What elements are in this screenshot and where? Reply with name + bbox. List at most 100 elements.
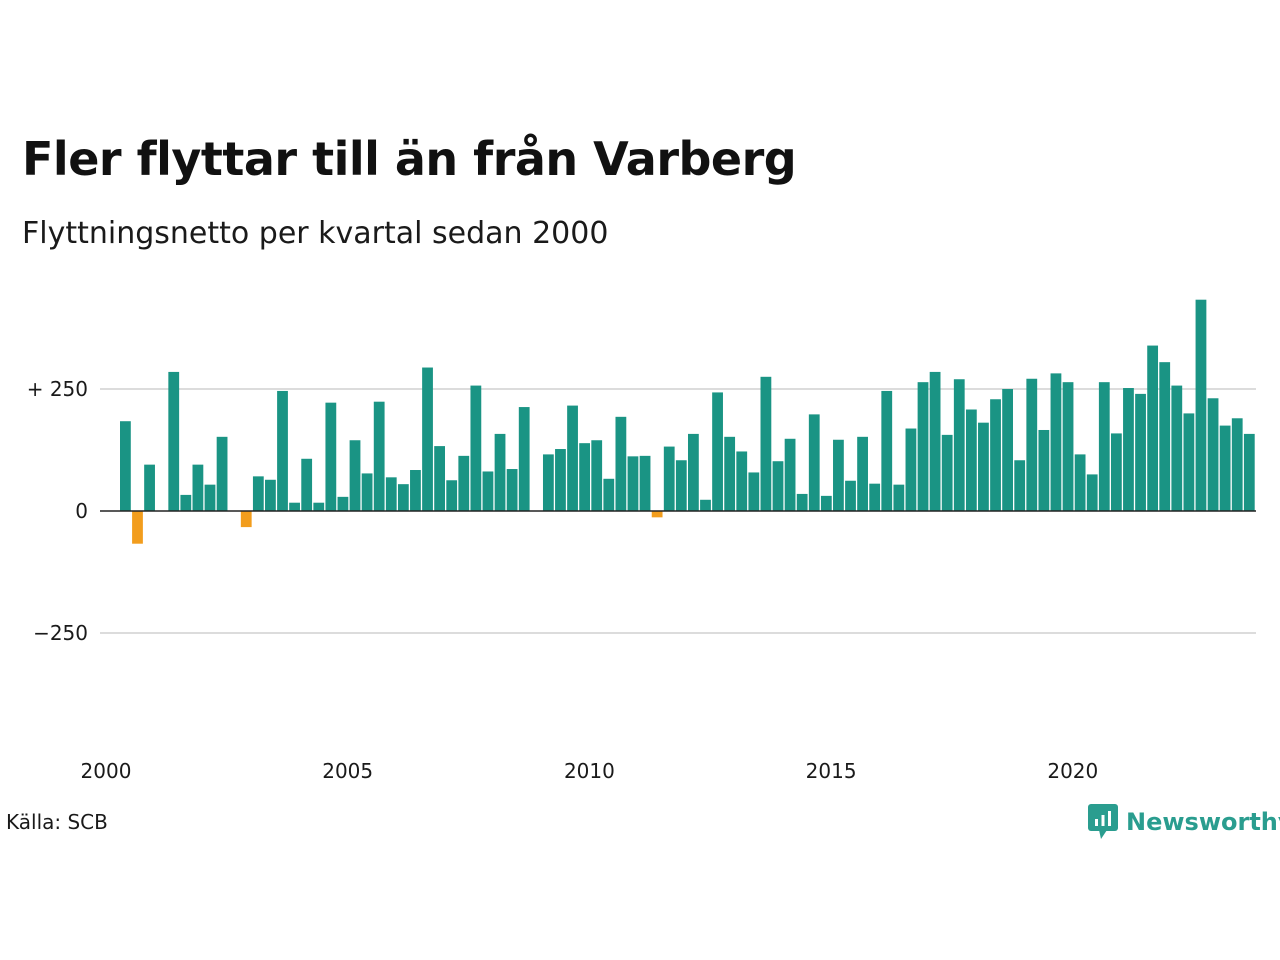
y-tick-label: 0 — [75, 499, 88, 523]
bar: 2012 K2: 243 — [712, 392, 723, 511]
bar: 2008 K1: 86 — [506, 469, 518, 511]
x-tick-label: 2015 — [806, 759, 857, 783]
bar: 2011 K4: 158 — [688, 433, 699, 511]
bar: 2016 K1: 54 — [893, 484, 905, 511]
x-tick-label: 2005 — [322, 759, 373, 783]
bar: 2004 K3: 29 — [337, 496, 349, 511]
bar: 2011 K1: -13 — [651, 511, 663, 518]
bar: 2006 K1: 84 — [410, 470, 421, 511]
bar: 2008 K4: 116 — [542, 454, 554, 511]
bar: 2004 K2: 222 — [325, 402, 337, 511]
bar: 2002 K3: -33 — [240, 511, 252, 528]
bar: 2019 K2: 282 — [1050, 373, 1062, 511]
bar: 2015 K4: 246 — [881, 390, 893, 511]
bar: 2006 K3: 133 — [434, 446, 445, 511]
bar: 2014 K1: 35 — [796, 493, 808, 511]
bar: 2022 K1: 200 — [1183, 413, 1195, 511]
bar: 2003 K2: 246 — [277, 390, 288, 511]
bar: 2017 K1: 156 — [941, 434, 953, 511]
bar: 2014 K4: 146 — [833, 439, 844, 511]
bar: 2009 K3: 139 — [579, 443, 591, 511]
bar: 2021 K2: 339 — [1147, 345, 1159, 511]
bar: 2022 K4: 175 — [1219, 425, 1231, 511]
bars: 2000 K1: 1842000 K2: -672000 K3: 95 2001 … — [120, 299, 1255, 544]
bar: 2020 K4: 252 — [1123, 388, 1134, 511]
bar: 2016 K2: 169 — [905, 428, 917, 511]
y-tick-label: + 250 — [27, 377, 88, 401]
bar: 2022 K3: 231 — [1207, 398, 1219, 511]
bar: 2002 K4: 71 — [252, 476, 264, 511]
bar: 2011 K2: 132 — [663, 446, 675, 511]
bar: 2002 K1: 152 — [216, 436, 228, 511]
brand-name: Newsworthy — [1126, 808, 1280, 836]
bar: 2009 K1: 127 — [555, 449, 566, 511]
bar: 2017 K2: 270 — [953, 379, 965, 511]
bar: 2001 K4: 54 — [204, 484, 216, 511]
bar: 2000 K1: 184 — [120, 421, 131, 511]
bar: 2019 K4: 116 — [1074, 454, 1086, 511]
bar: 2001 K3: 95 — [192, 464, 204, 511]
bar: 2019 K3: 264 — [1062, 382, 1074, 511]
bar: 2013 K2: 275 — [760, 376, 772, 511]
bar: 2005 K2: 224 — [373, 401, 385, 511]
x-tick-label: 2020 — [1047, 759, 1098, 783]
bar: 2010 K2: 193 — [615, 416, 627, 511]
bar: 2004 K4: 145 — [349, 440, 361, 511]
bar: 2006 K2: 294 — [422, 367, 433, 511]
bar: 2001 K2: 33 — [180, 494, 192, 511]
bar: 2012 K1: 23 — [700, 499, 711, 511]
bar: 2017 K4: 181 — [978, 422, 989, 511]
bar: 2015 K2: 152 — [857, 436, 868, 511]
axes: + 250 0 −250 2000 2005 2010 2015 2020 — [27, 377, 1256, 783]
bar: 2007 K4: 158 — [494, 433, 506, 511]
bar: 2013 K1: 79 — [748, 472, 760, 511]
bar: 2018 K2: 250 — [1002, 389, 1013, 511]
bar: 2019 K1: 166 — [1038, 429, 1050, 511]
bar: 2015 K1: 62 — [845, 480, 856, 511]
bar: 2007 K2: 257 — [470, 385, 482, 511]
chart-subtitle: Flyttningsnetto per kvartal sedan 2000 — [22, 216, 609, 251]
bar: 2003 K3: 17 — [289, 502, 300, 511]
x-tick-label: 2010 — [564, 759, 615, 783]
bar: 2017 K3: 208 — [965, 409, 977, 511]
bar: 2010 K1: 66 — [603, 478, 615, 511]
bar: 2008 K2: 213 — [518, 407, 530, 511]
bar: 2001 K1: 285 — [168, 371, 180, 511]
bar: 2022 K2: 433 — [1195, 299, 1207, 511]
bar: 2006 K4: 63 — [446, 480, 458, 511]
bar: 2021 K3: 305 — [1159, 362, 1171, 511]
bar: 2016 K4: 285 — [929, 371, 941, 511]
bar: 2003 K4: 107 — [301, 458, 313, 511]
newsworthy-logo-icon — [1088, 804, 1118, 839]
bar-chart: 2000 K1: 1842000 K2: -672000 K3: 95 2001 … — [27, 299, 1256, 783]
chart-title: Fler flyttar till än från Varberg — [22, 132, 797, 186]
bar: 2010 K4: 113 — [639, 455, 651, 511]
bar: 2005 K4: 55 — [397, 484, 409, 511]
bar: 2014 K3: 31 — [820, 495, 832, 511]
x-tick-label: 2000 — [81, 759, 132, 783]
bar: 2020 K2: 264 — [1098, 382, 1110, 511]
bar: 2020 K1: 75 — [1086, 474, 1098, 511]
bar: 2013 K4: 148 — [784, 438, 796, 511]
bar: 2018 K4: 271 — [1026, 378, 1038, 511]
bar: 2009 K2: 216 — [567, 405, 578, 511]
bar: 2000 K3: 95 — [144, 464, 155, 511]
bar: 2021 K4: 257 — [1171, 385, 1183, 511]
bar: 2007 K1: 113 — [458, 455, 470, 511]
bar: 2018 K3: 104 — [1014, 460, 1026, 511]
bar: 2009 K4: 145 — [591, 440, 603, 511]
bar: 2020 K3: 159 — [1110, 433, 1122, 511]
bar: 2007 K3: 81 — [482, 471, 494, 511]
bar: 2012 K4: 122 — [736, 451, 748, 511]
bar: 2014 K2: 198 — [808, 414, 820, 511]
bar: 2005 K3: 69 — [385, 477, 397, 511]
bar: 2016 K3: 264 — [917, 382, 929, 511]
y-tick-label: −250 — [33, 621, 88, 645]
source-note: Källa: SCB — [6, 810, 108, 834]
bar: 2021 K1: 240 — [1135, 393, 1146, 511]
bar: 2010 K3: 112 — [627, 456, 639, 511]
bar: 2018 K1: 229 — [990, 399, 1001, 511]
bar: 2023 K2: 158 — [1243, 433, 1255, 511]
bar: 2004 K1: 17 — [313, 502, 325, 511]
bar: 2015 K3: 56 — [869, 483, 881, 511]
